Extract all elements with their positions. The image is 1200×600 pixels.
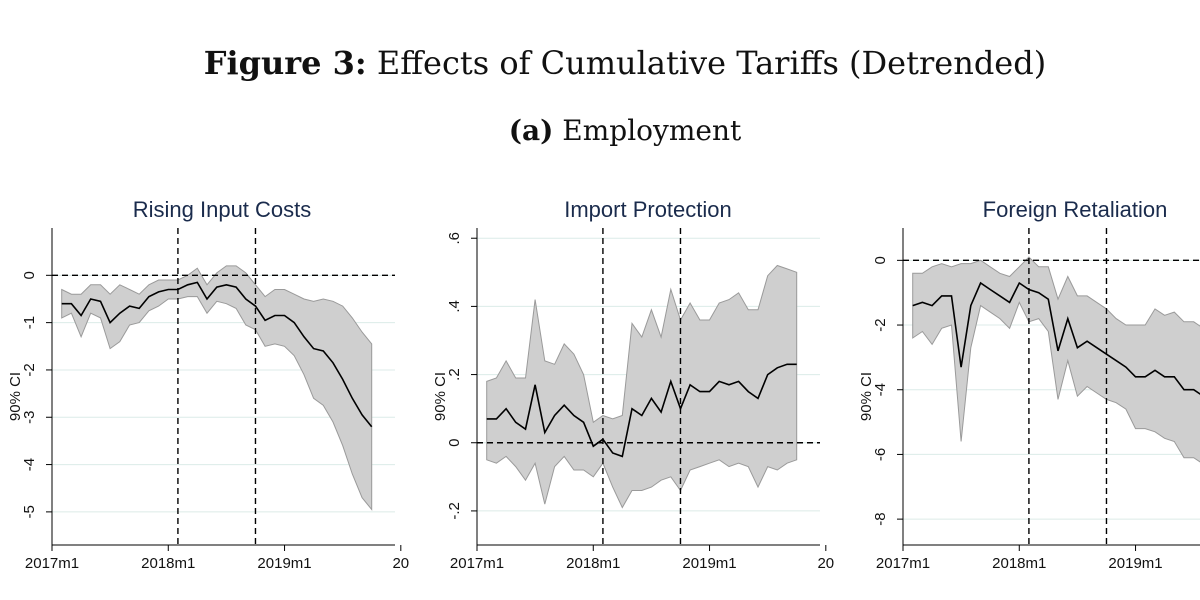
panel-2-y-tick-label: .4 bbox=[446, 300, 463, 313]
panel-2-y-tick-label: 0 bbox=[446, 439, 463, 447]
panel-subtitle-text: Employment bbox=[562, 114, 742, 147]
panel-subtitle: (a) Employment bbox=[0, 114, 1200, 147]
panel-2-y-axis-label: 90% CI bbox=[432, 372, 449, 421]
panel-1-y-tick-label: -3 bbox=[21, 411, 38, 424]
panel-1-y-tick-label: -4 bbox=[21, 458, 38, 471]
panel-1-y-tick-label: -1 bbox=[21, 316, 38, 329]
figure-title: Figure 3: Effects of Cumulative Tariffs … bbox=[0, 44, 1200, 82]
panel-2-x-tick-label: 2017m1 bbox=[450, 555, 504, 572]
panel-3-estimate-line bbox=[912, 281, 1200, 395]
panel-3-ci-band bbox=[912, 256, 1200, 463]
panel-1-y-axis-label: 90% CI bbox=[7, 372, 24, 421]
panel-1-x-tick-label: 2018m1 bbox=[141, 555, 195, 572]
panel-2-estimate-line bbox=[486, 363, 797, 458]
panel-3-x-tick-label: 2018m1 bbox=[992, 555, 1046, 572]
panel-3-y-tick-label: 0 bbox=[872, 256, 889, 264]
panel-2-title: Import Protection bbox=[564, 197, 732, 222]
panel-2-ci-band bbox=[486, 264, 798, 509]
panel-1-y-tick-label: 0 bbox=[21, 271, 38, 279]
panel-3-y-tick-label: -2 bbox=[872, 318, 889, 331]
panel-1-ci-band bbox=[61, 265, 373, 511]
panel-2-y-tick-label: -.2 bbox=[446, 502, 463, 520]
panel-1-y-tick-label: -5 bbox=[21, 505, 38, 518]
figure-title-label: Figure 3: bbox=[203, 44, 367, 82]
panel-1-x-tick-label: 20 bbox=[392, 555, 409, 572]
panel-3-x-tick-label: 2017m1 bbox=[876, 555, 930, 572]
panel-1-y-tick-label: -2 bbox=[21, 363, 38, 376]
panel-2-x-tick-label: 2019m1 bbox=[682, 555, 736, 572]
panel-3-y-tick-label: -6 bbox=[872, 448, 889, 461]
panel-3-y-tick-label: -8 bbox=[872, 512, 889, 525]
panel-2-y-tick-label: .6 bbox=[446, 232, 463, 245]
panel-3-y-tick-label: -4 bbox=[872, 383, 889, 396]
panel-2-x-tick-label: 20 bbox=[817, 555, 834, 572]
figure-title-text: Effects of Cumulative Tariffs (Detrended… bbox=[376, 44, 1047, 82]
panel-1-title: Rising Input Costs bbox=[133, 197, 312, 222]
panel-1-x-tick-label: 2017m1 bbox=[25, 555, 79, 572]
panel-3-x-tick-label: 2019m1 bbox=[1108, 555, 1162, 572]
panel-3-y-axis-label: 90% CI bbox=[858, 372, 875, 421]
panel-3-title: Foreign Retaliation bbox=[983, 197, 1168, 222]
panel-2-x-tick-label: 2018m1 bbox=[566, 555, 620, 572]
panel-subtitle-label: (a) bbox=[508, 114, 554, 147]
panel-2-y-tick-label: .2 bbox=[446, 368, 463, 381]
panel-1-estimate-line bbox=[61, 281, 373, 428]
panel-1-x-tick-label: 2019m1 bbox=[257, 555, 311, 572]
